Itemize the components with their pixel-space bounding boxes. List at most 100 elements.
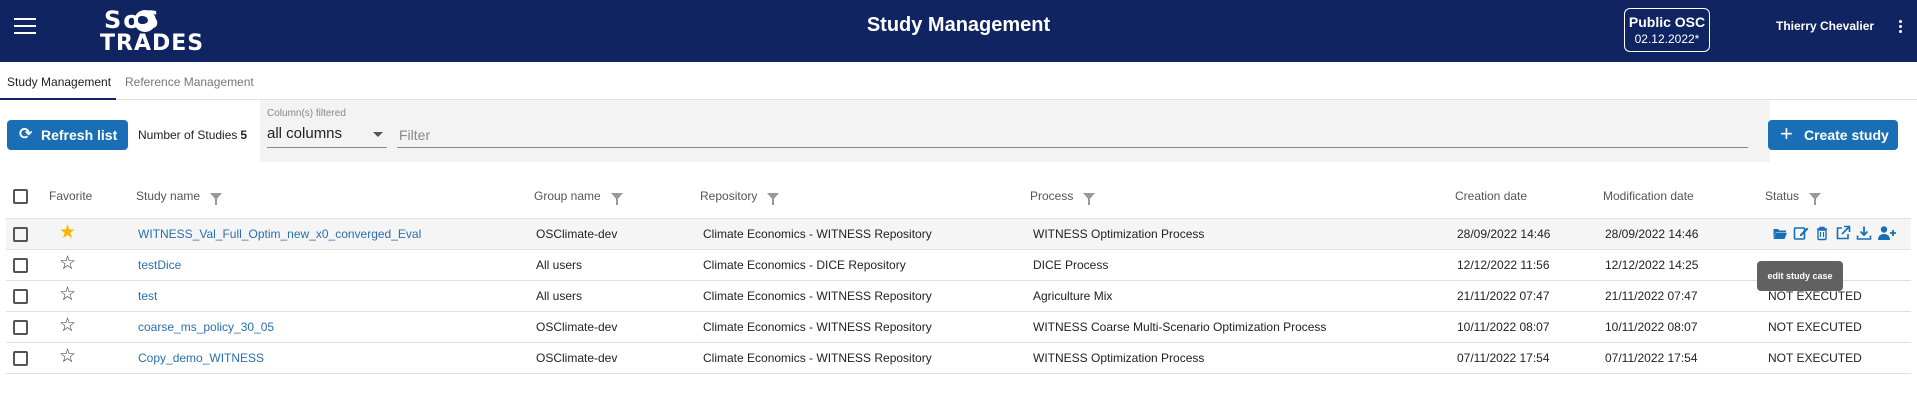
process-cell: WITNESS Optimization Process bbox=[1033, 227, 1205, 241]
status-cell: NOT EXECUTED bbox=[1768, 320, 1862, 334]
column-header-creation-date[interactable]: Creation date bbox=[1455, 189, 1528, 203]
menu-icon[interactable] bbox=[14, 18, 36, 36]
studies-count: Number of Studies 5 bbox=[138, 128, 247, 142]
more-options-icon[interactable] bbox=[1897, 20, 1903, 36]
group-name-cell: OSClimate-dev bbox=[536, 320, 618, 334]
process-cell: WITNESS Optimization Process bbox=[1033, 351, 1205, 365]
column-header-status-label: Status bbox=[1765, 189, 1800, 203]
create-study-label: Create study bbox=[1804, 127, 1889, 143]
filter-input[interactable] bbox=[397, 122, 1748, 148]
row-checkbox[interactable] bbox=[13, 227, 28, 242]
creation-date-cell: 07/11/2022 17:54 bbox=[1457, 351, 1550, 365]
row-checkbox[interactable] bbox=[13, 289, 28, 304]
star-outline-icon[interactable]: ☆ bbox=[59, 284, 77, 305]
studies-table: Favorite Study name Group name Repositor… bbox=[6, 174, 1911, 374]
platform-version-date: 02.12.2022* bbox=[1634, 32, 1700, 46]
column-header-favorite[interactable]: Favorite bbox=[49, 189, 93, 203]
column-header-status[interactable]: Status bbox=[1765, 189, 1822, 205]
process-cell: WITNESS Coarse Multi-Scenario Optimizati… bbox=[1033, 320, 1327, 334]
globe-icon bbox=[134, 10, 156, 32]
status-cell: NOT EXECUTED bbox=[1768, 289, 1862, 303]
filter-icon[interactable] bbox=[210, 193, 223, 205]
repository-cell: Climate Economics - WITNESS Repository bbox=[703, 227, 932, 241]
sostrades-logo[interactable]: SoS TRADES bbox=[100, 6, 220, 56]
table-row[interactable]: ★ WITNESS_Val_Full_Optim_new_x0_converge… bbox=[6, 219, 1911, 250]
column-filter-label: Column(s) filtered bbox=[267, 108, 346, 119]
table-row[interactable]: ☆ test All users Climate Economics - WIT… bbox=[6, 281, 1911, 312]
column-header-repository[interactable]: Repository bbox=[700, 189, 780, 205]
modification-date-cell: 10/11/2022 08:07 bbox=[1605, 320, 1698, 334]
group-name-cell: All users bbox=[536, 258, 583, 272]
star-outline-icon[interactable]: ☆ bbox=[59, 315, 77, 336]
refresh-icon: ⟳ bbox=[19, 126, 33, 143]
repository-cell: Climate Economics - DICE Repository bbox=[703, 258, 906, 272]
active-tab-indicator bbox=[0, 98, 116, 100]
studies-count-label: Number of Studies bbox=[138, 128, 238, 142]
create-study-button[interactable]: + Create study bbox=[1768, 120, 1898, 150]
toolbar: ⟳ Refresh list Number of Studies 5 Column… bbox=[0, 100, 1917, 164]
table-row[interactable]: ☆ testDice All users Climate Economics -… bbox=[6, 250, 1911, 281]
repository-cell: Climate Economics - WITNESS Repository bbox=[703, 289, 932, 303]
process-cell: Agriculture Mix bbox=[1033, 289, 1113, 303]
group-name-cell: OSClimate-dev bbox=[536, 227, 618, 241]
star-outline-icon[interactable]: ☆ bbox=[59, 253, 77, 274]
platform-version-badge: Public OSC 02.12.2022* bbox=[1624, 8, 1710, 52]
star-filled-icon[interactable]: ★ bbox=[59, 222, 77, 243]
study-name-link[interactable]: WITNESS_Val_Full_Optim_new_x0_converged_… bbox=[138, 227, 422, 241]
download-icon[interactable] bbox=[1856, 225, 1872, 241]
table-row[interactable]: ☆ coarse_ms_policy_30_05 OSClimate-dev C… bbox=[6, 312, 1911, 343]
study-name-link[interactable]: coarse_ms_policy_30_05 bbox=[138, 320, 275, 334]
creation-date-cell: 10/11/2022 08:07 bbox=[1457, 320, 1550, 334]
repository-cell: Climate Economics - WITNESS Repository bbox=[703, 351, 932, 365]
tab-bar: Study Management Reference Management bbox=[0, 62, 1917, 100]
studies-count-value: 5 bbox=[240, 128, 248, 142]
filter-icon[interactable] bbox=[610, 193, 623, 205]
row-checkbox[interactable] bbox=[13, 258, 28, 273]
process-cell: DICE Process bbox=[1033, 258, 1109, 272]
modification-date-cell: 21/11/2022 07:47 bbox=[1605, 289, 1698, 303]
column-header-group-name-label: Group name bbox=[534, 189, 601, 203]
app-header: SoS TRADES Study Management Public OSC 0… bbox=[0, 0, 1917, 62]
study-name-link[interactable]: test bbox=[138, 289, 158, 303]
filter-panel: Column(s) filtered all columns bbox=[260, 100, 1770, 162]
platform-name: Public OSC bbox=[1628, 14, 1706, 30]
refresh-list-label: Refresh list bbox=[41, 127, 118, 143]
refresh-list-button[interactable]: ⟳ Refresh list bbox=[7, 120, 128, 150]
column-header-modification-date[interactable]: Modification date bbox=[1603, 189, 1694, 203]
delete-icon[interactable] bbox=[1814, 225, 1830, 241]
select-all-checkbox[interactable] bbox=[13, 189, 28, 204]
tab-study-management[interactable]: Study Management bbox=[7, 75, 112, 89]
table-header: Favorite Study name Group name Repositor… bbox=[6, 174, 1911, 219]
user-name[interactable]: Thierry Chevalier bbox=[1776, 19, 1875, 33]
modification-date-cell: 07/11/2022 17:54 bbox=[1605, 351, 1698, 365]
group-name-cell: OSClimate-dev bbox=[536, 351, 618, 365]
filter-icon[interactable] bbox=[1083, 193, 1096, 205]
logo-bottom-text: TRADES bbox=[100, 31, 205, 56]
study-name-link[interactable]: testDice bbox=[138, 258, 182, 272]
filter-icon[interactable] bbox=[1809, 193, 1822, 205]
plus-icon: + bbox=[1780, 121, 1793, 146]
column-header-study-name-label: Study name bbox=[136, 189, 201, 203]
open-folder-icon[interactable] bbox=[1772, 225, 1788, 241]
row-checkbox[interactable] bbox=[13, 320, 28, 335]
row-checkbox[interactable] bbox=[13, 351, 28, 366]
group-name-cell: All users bbox=[536, 289, 583, 303]
column-header-process[interactable]: Process bbox=[1030, 189, 1096, 205]
column-header-group-name[interactable]: Group name bbox=[534, 189, 623, 205]
column-header-study-name[interactable]: Study name bbox=[136, 189, 223, 205]
modification-date-cell: 28/09/2022 14:46 bbox=[1605, 227, 1699, 241]
creation-date-cell: 28/09/2022 14:46 bbox=[1457, 227, 1551, 241]
caret-down-icon bbox=[373, 132, 383, 137]
add-user-icon[interactable] bbox=[1877, 225, 1897, 241]
tab-reference-management[interactable]: Reference Management bbox=[125, 75, 254, 89]
column-header-process-label: Process bbox=[1030, 189, 1074, 203]
star-outline-icon[interactable]: ☆ bbox=[59, 346, 77, 367]
study-name-link[interactable]: Copy_demo_WITNESS bbox=[138, 351, 265, 365]
column-header-repository-label: Repository bbox=[700, 189, 758, 203]
column-filter-select[interactable]: all columns bbox=[267, 122, 387, 148]
open-external-icon[interactable] bbox=[1835, 225, 1851, 241]
column-filter-value: all columns bbox=[267, 125, 343, 142]
table-row[interactable]: ☆ Copy_demo_WITNESS OSClimate-dev Climat… bbox=[6, 343, 1911, 374]
filter-icon[interactable] bbox=[767, 193, 780, 205]
edit-icon[interactable] bbox=[1793, 225, 1809, 241]
